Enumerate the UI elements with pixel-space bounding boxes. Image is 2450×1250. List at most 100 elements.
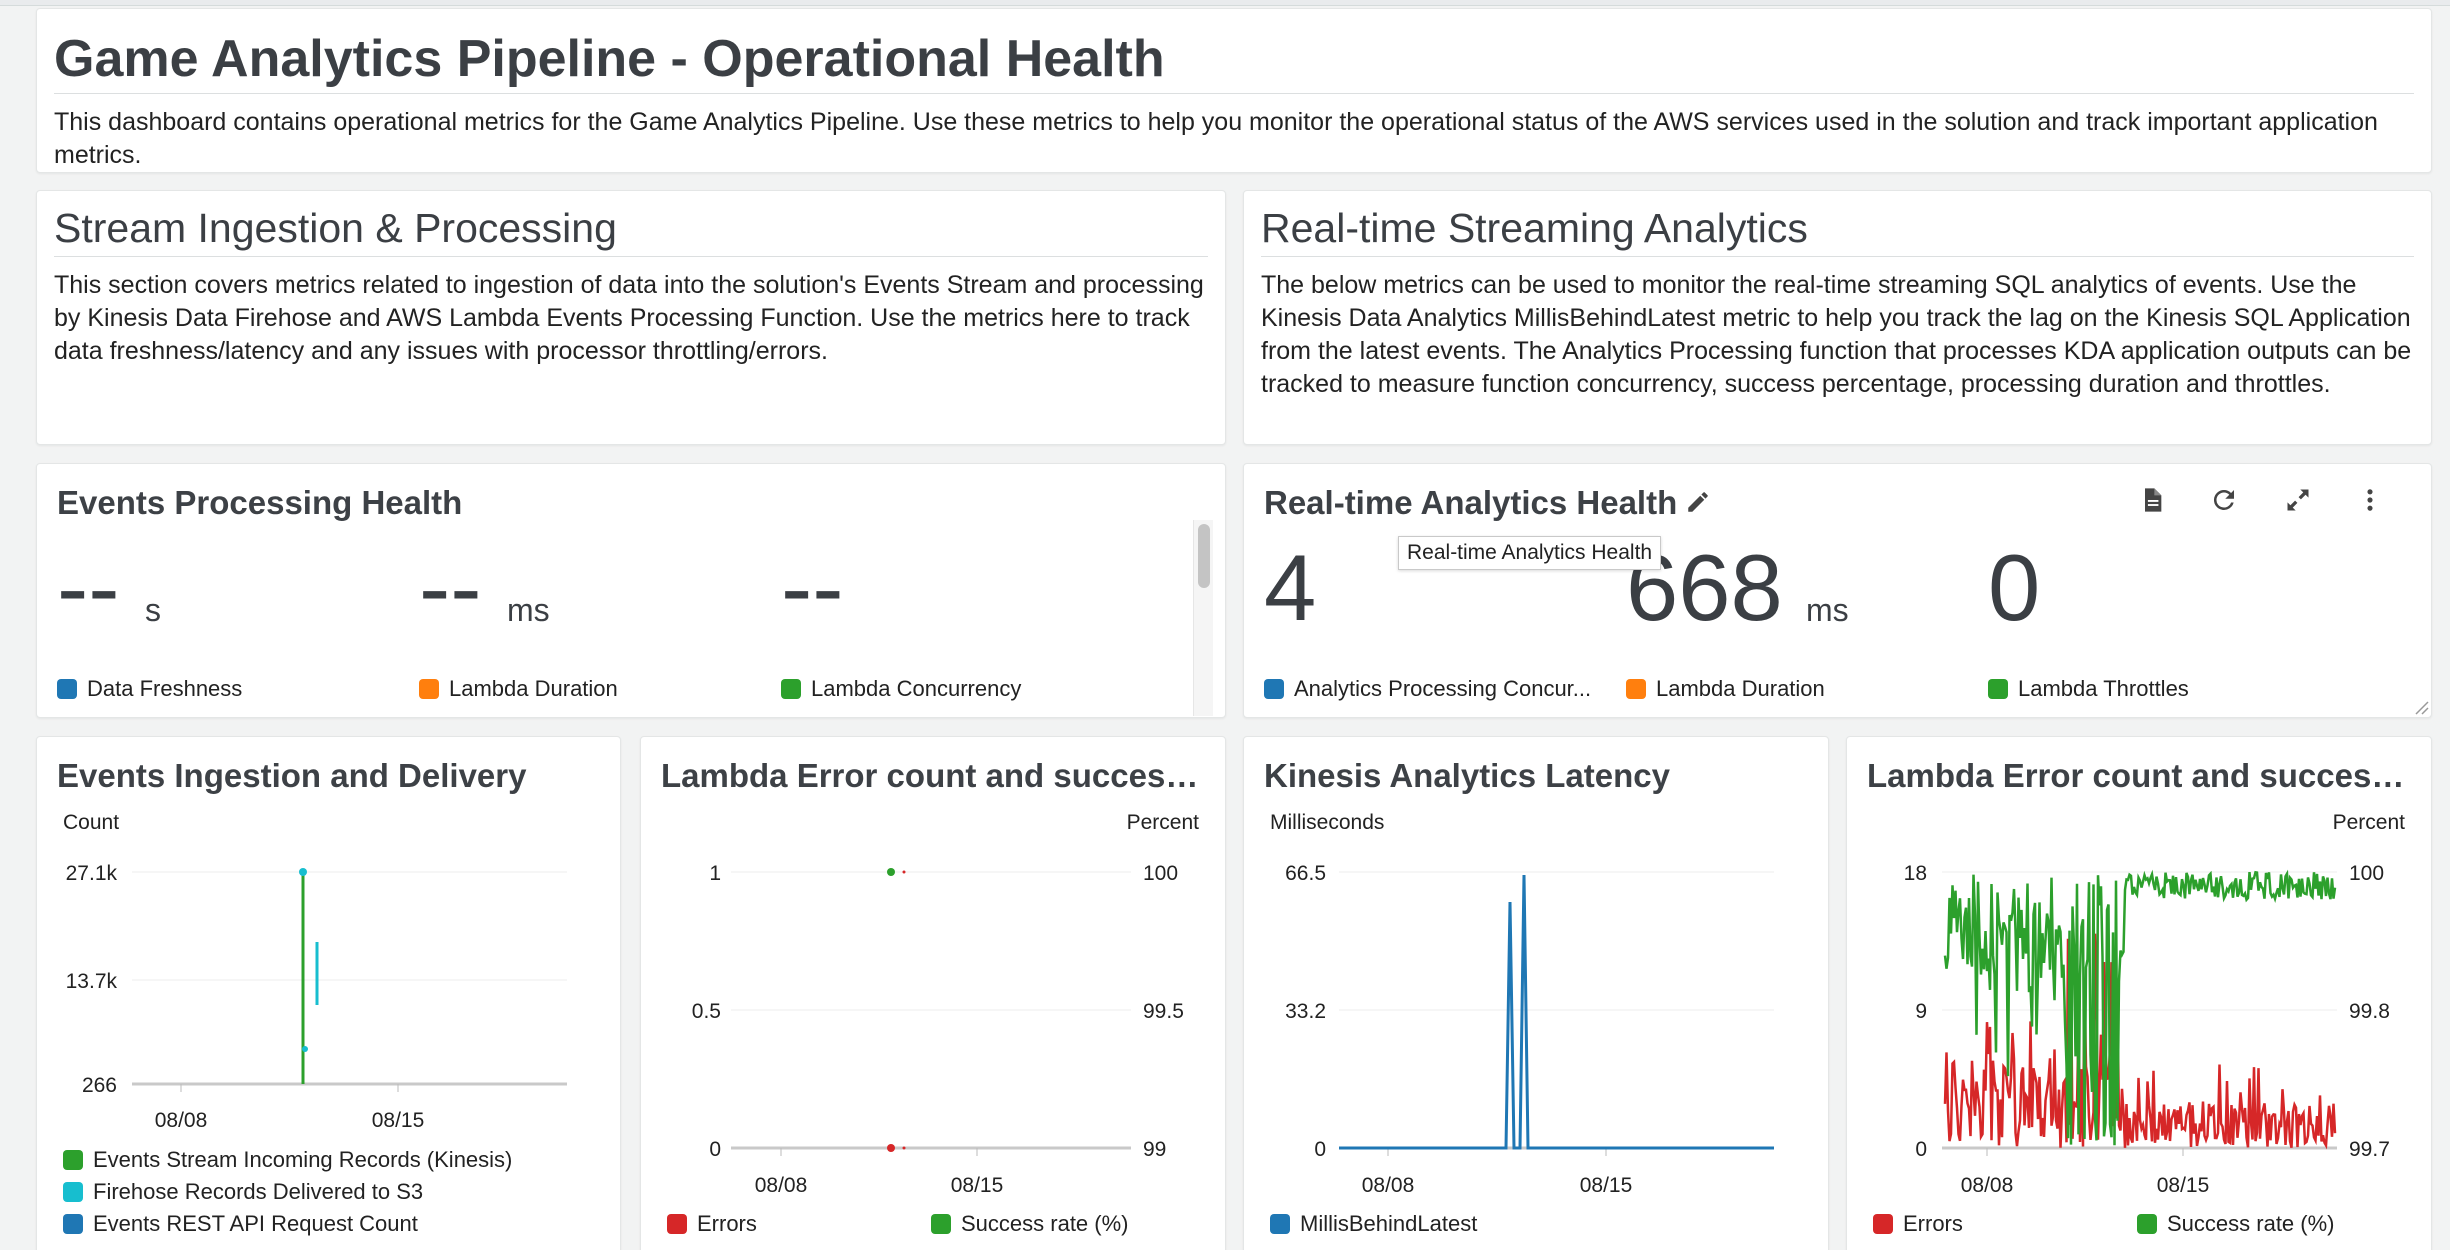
legend-item[interactable]: Lambda Duration <box>419 676 618 702</box>
header-text-widget: Game Analytics Pipeline - Operational He… <box>36 8 2432 173</box>
legend-label: Analytics Processing Concur... <box>1294 676 1592 701</box>
legend-item[interactable]: MillisBehindLatest <box>1270 1211 1477 1237</box>
dashboard-title: Game Analytics Pipeline - Operational He… <box>54 9 2414 94</box>
legend-label: Errors <box>1903 1211 1963 1236</box>
realtime-section-widget: Real-time Streaming Analytics The below … <box>1243 190 2432 445</box>
y-axis-right-label: Percent <box>2332 811 2405 834</box>
y-tick-label: 33.2 <box>1285 1000 1326 1023</box>
legend-swatch <box>419 679 439 699</box>
single-value: -- <box>781 535 844 640</box>
expand-icon[interactable] <box>2278 480 2318 520</box>
legend-item[interactable]: Events Stream Incoming Records (Kinesis) <box>63 1147 512 1173</box>
legend-item[interactable]: Errors <box>667 1211 757 1237</box>
realtime-section-description: The below metrics can be used to monitor… <box>1261 271 2412 398</box>
legend-item[interactable]: Lambda Duration <box>1626 676 1825 702</box>
legend-swatch <box>1264 679 1284 699</box>
refresh-icon[interactable] <box>2204 480 2244 520</box>
y-axis-label: Milliseconds <box>1270 811 1385 834</box>
legend-item[interactable]: Analytics Processing Concur... <box>1264 676 1591 702</box>
more-icon[interactable] <box>2350 480 2390 520</box>
chart-plot[interactable]: 66.5 33.2 0 08/08 08/15 <box>1244 737 1829 1250</box>
series-line-success-rate <box>1943 869 2337 1146</box>
legend-label: Success rate (%) <box>2167 1211 2335 1236</box>
y-tick-label: 0 <box>1915 1138 1927 1161</box>
legend-label: Lambda Duration <box>449 676 618 701</box>
grid-lines <box>1339 871 1774 1011</box>
legend-label: MillisBehindLatest <box>1300 1211 1478 1236</box>
legend-swatch <box>1873 1214 1893 1234</box>
data-point <box>902 870 906 874</box>
legend-swatch <box>63 1214 83 1234</box>
realtime-analytics-health-widget[interactable]: Real-time Analytics Health 4 668 ms 0 Re… <box>1243 463 2432 718</box>
legend-item[interactable]: Errors <box>1873 1211 1963 1237</box>
ingestion-section-widget: Stream Ingestion & Processing This secti… <box>36 190 1226 445</box>
y-right-tick-label: 100 <box>1143 862 1178 885</box>
legend-swatch <box>63 1182 83 1202</box>
chart-plot[interactable]: 18 9 0 100 99.8 99.7 08/08 08/15 <box>1847 737 2432 1250</box>
legend-label: Lambda Concurrency <box>811 676 1022 701</box>
legend-item[interactable]: Events REST API Request Count <box>63 1211 418 1237</box>
legend-swatch <box>667 1214 687 1234</box>
scrollbar-track[interactable] <box>1193 520 1213 716</box>
events-ingestion-chart-widget[interactable]: Events Ingestion and Delivery Count 27.1… <box>36 736 621 1250</box>
events-processing-health-widget[interactable]: Events Processing Health -- s -- ms -- D… <box>36 463 1226 718</box>
legend-label: Events REST API Request Count <box>93 1211 418 1236</box>
x-tick-label: 08/15 <box>951 1174 1004 1197</box>
legend-item[interactable]: Success rate (%) <box>2137 1211 2335 1237</box>
y-right-tick-label: 99.5 <box>1143 1000 1184 1023</box>
kinesis-latency-chart-widget[interactable]: Kinesis Analytics Latency Milliseconds 6… <box>1243 736 1829 1250</box>
y-tick-label: 0 <box>709 1138 721 1161</box>
single-value: 0 <box>1988 535 2041 640</box>
legend-item[interactable]: Success rate (%) <box>931 1211 1129 1237</box>
data-point <box>902 1146 906 1150</box>
lambda-error-chart-widget-2[interactable]: Lambda Error count and success... Percen… <box>1846 736 2432 1250</box>
y-axis-right-label: Percent <box>1126 811 1199 834</box>
legend-label: Success rate (%) <box>961 1211 1129 1236</box>
single-value: -- <box>419 535 482 640</box>
widget-title: Real-time Analytics Health <box>1264 484 1678 521</box>
y-tick-label: 13.7k <box>66 970 118 993</box>
x-tick-label: 08/08 <box>155 1109 208 1132</box>
x-tick-label: 08/08 <box>1362 1174 1415 1197</box>
realtime-section-title: Real-time Streaming Analytics <box>1261 191 2414 257</box>
y-right-tick-label: 100 <box>2349 862 2384 885</box>
legend-item[interactable]: Firehose Records Delivered to S3 <box>63 1179 423 1205</box>
y-axis-label: Count <box>63 811 120 834</box>
ingestion-section-description: This section covers metrics related to i… <box>54 271 1204 365</box>
legend-item[interactable]: Lambda Throttles <box>1988 676 2189 702</box>
legend-swatch <box>57 679 77 699</box>
legend-label: Lambda Duration <box>1656 676 1825 701</box>
resize-handle-icon[interactable] <box>2411 697 2429 715</box>
y-tick-label: 0.5 <box>692 1000 721 1023</box>
x-tick-label: 08/08 <box>755 1174 808 1197</box>
scrollbar-thumb[interactable] <box>1198 524 1210 588</box>
data-point <box>887 868 895 876</box>
legend-swatch <box>1270 1214 1290 1234</box>
data-point <box>299 868 307 876</box>
grid-lines <box>132 871 567 981</box>
top-bar <box>0 0 2450 6</box>
document-icon[interactable] <box>2132 480 2172 520</box>
legend-swatch <box>1626 679 1646 699</box>
x-tick-label: 08/15 <box>372 1109 425 1132</box>
legend-item[interactable]: Data Freshness <box>57 676 242 702</box>
y-tick-label: 9 <box>1915 1000 1927 1023</box>
chart-plot[interactable]: 1 0.5 0 100 99.5 99 08/08 08/15 <box>641 737 1226 1250</box>
x-tick-label: 08/15 <box>2157 1174 2210 1197</box>
legend-label: Firehose Records Delivered to S3 <box>93 1179 424 1204</box>
y-tick-label: 1 <box>709 862 721 885</box>
y-tick-label: 0 <box>1314 1138 1326 1161</box>
x-tick-label: 08/08 <box>1961 1174 2014 1197</box>
y-tick-label: 266 <box>82 1074 117 1097</box>
y-right-tick-label: 99 <box>1143 1138 1166 1161</box>
y-tick-label: 18 <box>1904 862 1927 885</box>
chart-plot[interactable]: 27.1k 13.7k 266 08/08 08/15 <box>37 737 621 1250</box>
series-line-millis-behind-latest <box>1339 874 1774 1150</box>
single-value: -- <box>57 535 120 640</box>
title-tooltip: Real-time Analytics Health <box>1398 536 1662 570</box>
edit-icon[interactable] <box>1678 482 1718 522</box>
lambda-error-chart-widget[interactable]: Lambda Error count and success... Percen… <box>640 736 1226 1250</box>
legend-item[interactable]: Lambda Concurrency <box>781 676 1021 702</box>
y-right-tick-label: 99.8 <box>2349 1000 2390 1023</box>
legend-swatch <box>781 679 801 699</box>
